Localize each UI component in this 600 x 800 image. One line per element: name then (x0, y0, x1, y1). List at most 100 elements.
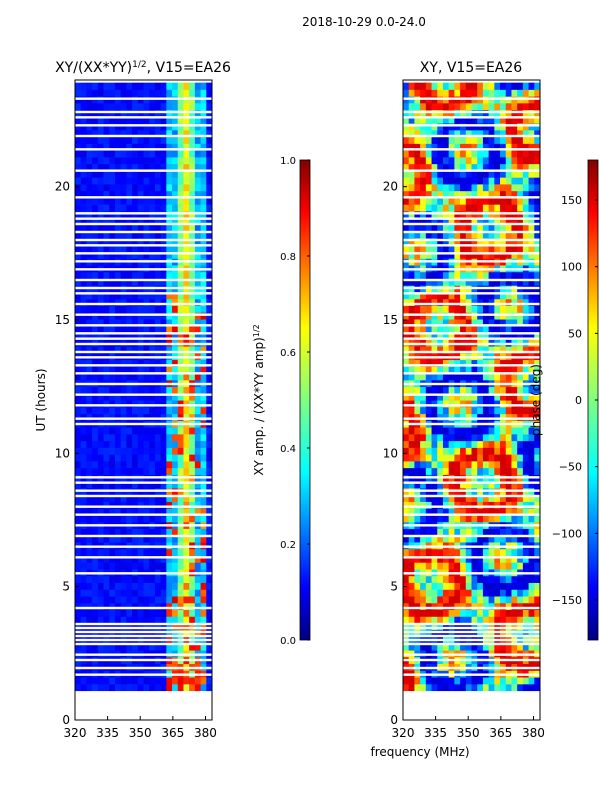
heatmap-cell (206, 278, 213, 286)
flagged-row (75, 393, 212, 396)
heatmap-cell (408, 251, 415, 259)
flagged-row (75, 556, 212, 559)
heatmap-cell (408, 123, 415, 131)
heatmap-cell (86, 562, 93, 570)
heatmap-cell (425, 190, 432, 198)
flagged-row (75, 572, 212, 575)
heatmap-cell (482, 129, 490, 138)
heatmap-cell (425, 312, 432, 320)
heatmap-cell (431, 447, 438, 455)
heatmap-cell (137, 319, 144, 327)
heatmap-cell (80, 332, 87, 340)
heatmap-cell (403, 150, 410, 158)
heatmap-cell (477, 190, 484, 198)
heatmap-cell (471, 109, 478, 117)
heatmap-cell (528, 184, 535, 192)
heatmap-cell (482, 467, 490, 475)
amplitude-heatmap (75, 82, 213, 692)
heatmap-cell (494, 109, 501, 117)
heatmap-cell (172, 609, 179, 617)
heatmap-cell (437, 447, 444, 455)
heatmap-cell (420, 244, 427, 252)
heatmap-cell (194, 683, 201, 692)
heatmap-cell (448, 305, 455, 313)
flagged-row (403, 260, 540, 263)
heatmap-cell (166, 109, 173, 117)
heatmap-cell (177, 433, 184, 442)
heatmap-cell (86, 224, 93, 232)
heatmap-cell (149, 508, 156, 516)
heatmap-cell (477, 184, 484, 192)
heatmap-cell (465, 163, 472, 171)
heatmap-cell (408, 366, 415, 374)
heatmap-cell (528, 413, 535, 421)
x-tick-label: 335 (424, 726, 447, 740)
heatmap-cell (183, 555, 190, 563)
flagged-row (403, 653, 540, 656)
heatmap-cell (154, 623, 162, 631)
heatmap-cell (75, 629, 82, 638)
heatmap-cell (414, 629, 421, 638)
heatmap-cell (132, 400, 139, 408)
heatmap-cell (86, 393, 93, 401)
heatmap-cell (120, 447, 127, 455)
heatmap-cell (534, 677, 541, 685)
heatmap-cell (86, 555, 93, 563)
heatmap-cell (500, 596, 507, 604)
heatmap-cell (194, 548, 201, 556)
heatmap-cell (454, 102, 461, 111)
heatmap-cell (534, 305, 541, 313)
heatmap-cell (183, 332, 190, 340)
heatmap-cell (442, 129, 450, 138)
heatmap-cell (522, 460, 529, 469)
heatmap-cell (194, 312, 201, 320)
heatmap-cell (154, 231, 162, 239)
heatmap-cell (477, 427, 484, 435)
heatmap-cell (86, 217, 93, 225)
heatmap-cell (534, 217, 541, 225)
heatmap-cell (75, 677, 82, 685)
heatmap-cell (494, 332, 501, 340)
heatmap-cell (172, 82, 179, 90)
colorbar-tick-label: 0.4 (280, 444, 296, 455)
heatmap-cell (149, 413, 156, 421)
heatmap-cell (425, 562, 432, 570)
heatmap-cell (477, 292, 484, 300)
heatmap-cell (442, 150, 450, 158)
heatmap-cell (500, 481, 507, 489)
heatmap-cell (132, 150, 139, 158)
heatmap-cell (194, 211, 201, 219)
heatmap-cell (200, 319, 207, 327)
heatmap-cell (166, 616, 173, 624)
heatmap-cell (132, 170, 139, 178)
heatmap-cell (403, 643, 410, 651)
heatmap-cell (403, 325, 410, 334)
heatmap-cell (465, 156, 472, 165)
heatmap-cell (103, 602, 110, 610)
heatmap-cell (488, 555, 495, 563)
heatmap-cell (420, 508, 427, 516)
heatmap-cell (86, 211, 93, 219)
heatmap-cell (414, 244, 421, 252)
heatmap-cell (460, 224, 467, 232)
heatmap-cell (420, 109, 427, 117)
heatmap-cell (189, 535, 196, 543)
heatmap-cell (75, 116, 82, 124)
heatmap-cell (160, 447, 167, 455)
heatmap-cell (403, 400, 410, 408)
heatmap-cell (471, 683, 478, 692)
heatmap-cell (414, 89, 421, 97)
heatmap-cell (137, 163, 144, 171)
heatmap-cell (75, 589, 82, 597)
heatmap-cell (137, 413, 144, 421)
x-tick-label: 335 (96, 726, 119, 740)
heatmap-cell (460, 359, 467, 367)
heatmap-cell (172, 177, 179, 185)
heatmap-cell (103, 427, 110, 435)
heatmap-cell (200, 251, 207, 259)
heatmap-cell (465, 413, 472, 421)
heatmap-cell (183, 305, 190, 313)
heatmap-cell (482, 177, 490, 185)
heatmap-cell (109, 629, 116, 638)
